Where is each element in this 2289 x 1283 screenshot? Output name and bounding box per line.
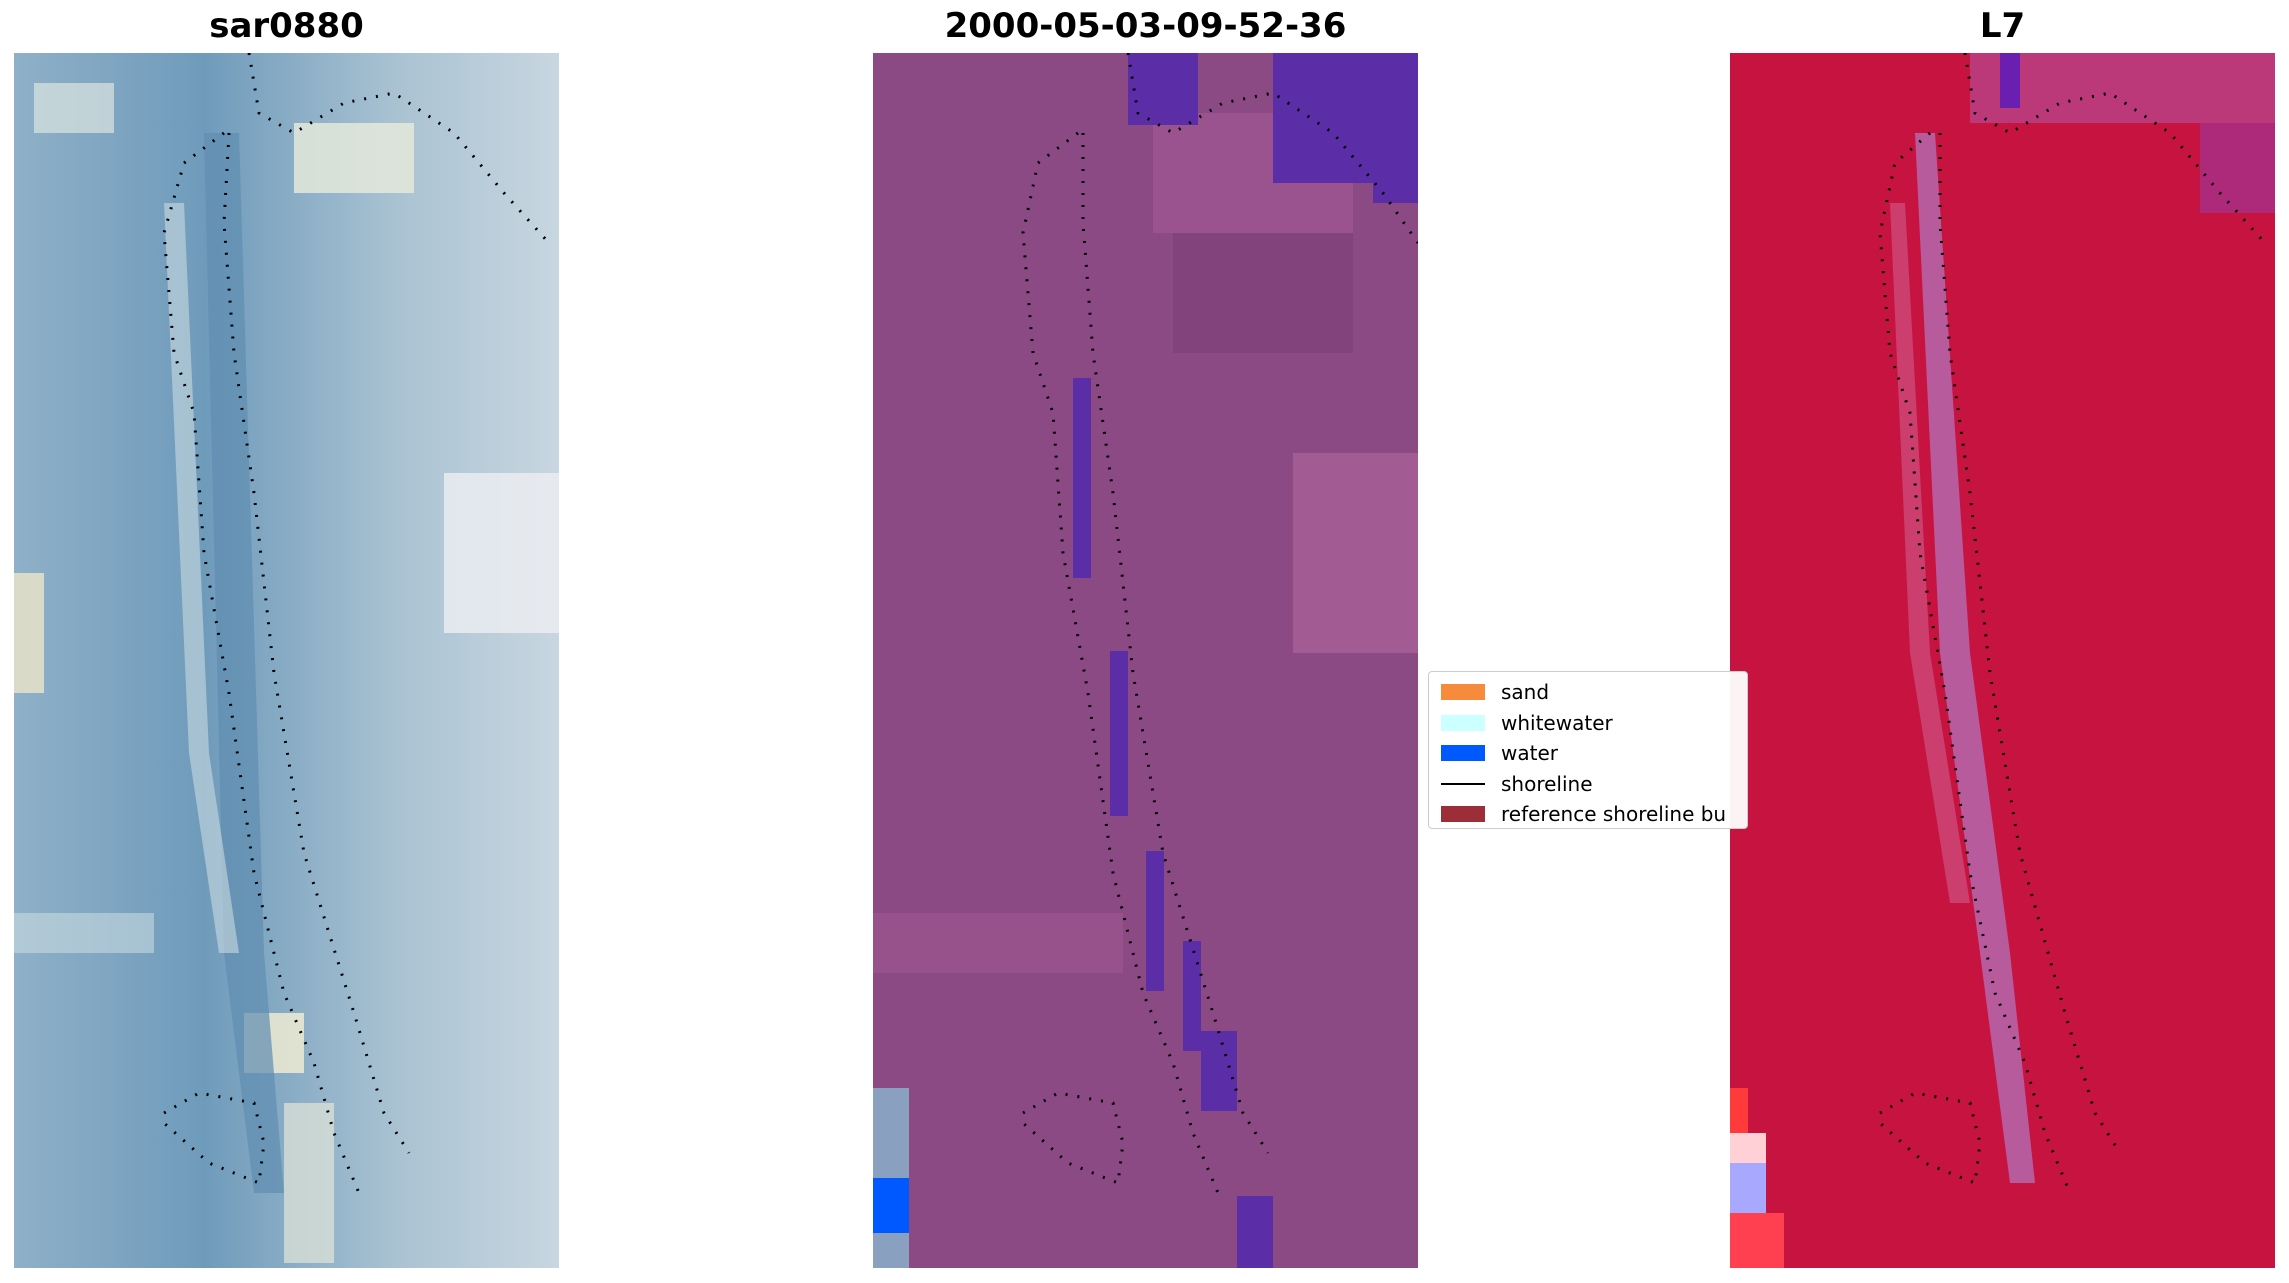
legend-label: water [1501, 741, 1558, 766]
legend-label: reference shoreline bu [1501, 802, 1727, 827]
rgb-image-panel [14, 53, 559, 1268]
legend-item-whitewater: whitewater [1441, 708, 1735, 739]
legend-label: whitewater [1501, 710, 1613, 735]
index-image-panel [1730, 53, 2275, 1268]
legend-label: sand [1501, 680, 1550, 705]
panel-title-classified: 2000-05-03-09-52-36 [944, 6, 1347, 46]
legend-swatch-whitewater [1441, 714, 1485, 731]
legend-line-shoreline [1441, 782, 1485, 785]
panel-title-rgb: sar0880 [209, 6, 364, 46]
classified-image-panel [873, 53, 1418, 1268]
legend-item-sand: sand [1441, 677, 1735, 708]
legend-swatch-reference-buffer [1441, 806, 1485, 823]
legend-item-reference-buffer: reference shoreline bu [1441, 799, 1735, 828]
legend-item-water: water [1441, 738, 1735, 769]
legend-swatch-sand [1441, 684, 1485, 701]
legend-swatch-water [1441, 745, 1485, 762]
panel-title-index: L7 [1979, 6, 2026, 46]
legend: sand whitewater water shoreline referenc… [1428, 671, 1748, 829]
legend-label: shoreline [1501, 771, 1593, 796]
legend-item-shoreline: shoreline [1441, 769, 1735, 800]
